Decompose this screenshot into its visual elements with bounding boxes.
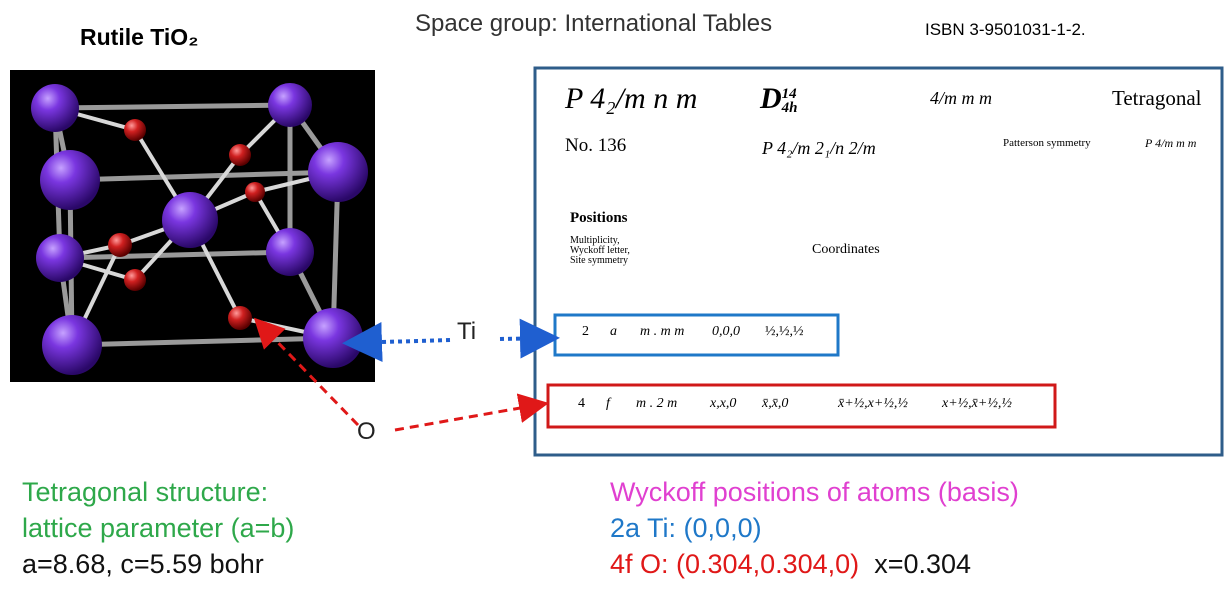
space-group-number: No. 136: [565, 135, 627, 156]
table-cell: 0,0,0: [712, 324, 740, 339]
table-cell: 2: [582, 324, 589, 339]
coordinates-heading: Coordinates: [812, 242, 880, 257]
o-line: 4f O: (0.304,0.304,0) x=0.304: [610, 546, 1019, 582]
left-notes: Tetragonal structure: lattice parameter …: [22, 474, 294, 582]
ti-atoms: [31, 83, 368, 375]
o-position: 4f O: (0.304,0.304,0): [610, 549, 860, 579]
table-cell: 4: [578, 396, 585, 411]
note-title: Wyckoff positions of atoms (basis): [610, 477, 1019, 507]
table-cell: x̄,x̄,0: [762, 396, 789, 411]
note-line: a=8.68, c=5.59 bohr: [22, 549, 264, 579]
ti-label: Ti: [457, 318, 477, 345]
column-heading: Multiplicity,: [570, 235, 620, 246]
point-group: 4/m m m: [930, 88, 992, 108]
ti-arrow-left: [342, 322, 451, 363]
positions-heading: Positions: [570, 210, 628, 226]
note-line: lattice parameter (a=b): [22, 513, 295, 543]
column-headings: Multiplicity, Wyckoff letter, Site symmetr…: [570, 236, 630, 266]
table-cell: a: [610, 324, 617, 339]
table-cell: x,x,0: [710, 396, 737, 411]
table-cell: m . m m: [640, 324, 685, 339]
ti-position: 2a Ti: (0,0,0): [610, 513, 762, 543]
isbn: ISBN 3-9501031-1-2.: [925, 20, 1086, 39]
space-group-title: Space group: International Tables: [415, 10, 773, 37]
full-symbol: P 4₂/m 2₁/n 2/m: [762, 138, 876, 158]
table-frame: [533, 66, 1224, 457]
structure-title: Rutile TiO₂: [80, 24, 199, 50]
hm-symbol: P 4₂/m n m: [565, 82, 698, 115]
patterson-symbol: P 4/m m m: [1145, 136, 1197, 150]
table-cell: ½,½,½: [765, 324, 804, 339]
schoenflies-sup: 14: [781, 86, 797, 103]
table-cell: x+½,x̄+½,½: [942, 396, 1012, 411]
patterson-label: Patterson symmetry: [1003, 137, 1091, 149]
crystal-system: Tetragonal: [1112, 86, 1202, 110]
o-arrow-left: [253, 317, 360, 427]
o-arrow-right: [394, 393, 549, 432]
ti-arrow-right: [499, 318, 560, 359]
note-line: Tetragonal structure:: [22, 477, 269, 507]
table-cell: m . 2 m: [636, 396, 678, 411]
o-atoms: [108, 119, 265, 330]
column-heading: Wyckoff letter,: [570, 245, 630, 256]
o-parameter: x=0.304: [874, 549, 972, 579]
column-heading: Site symmetry: [570, 255, 629, 266]
right-notes: Wyckoff positions of atoms (basis) 2a Ti…: [610, 474, 1019, 582]
o-label: O: [357, 418, 376, 445]
schoenflies-sub: 4h: [781, 100, 798, 117]
table-cell: f: [606, 396, 610, 411]
schoenflies-indices: 14 4h: [781, 86, 798, 117]
table-cell: x̄+½,x+½,½: [838, 396, 908, 411]
schoenflies-letter: D: [760, 82, 782, 115]
schoenflies: D14 4h: [760, 82, 798, 116]
